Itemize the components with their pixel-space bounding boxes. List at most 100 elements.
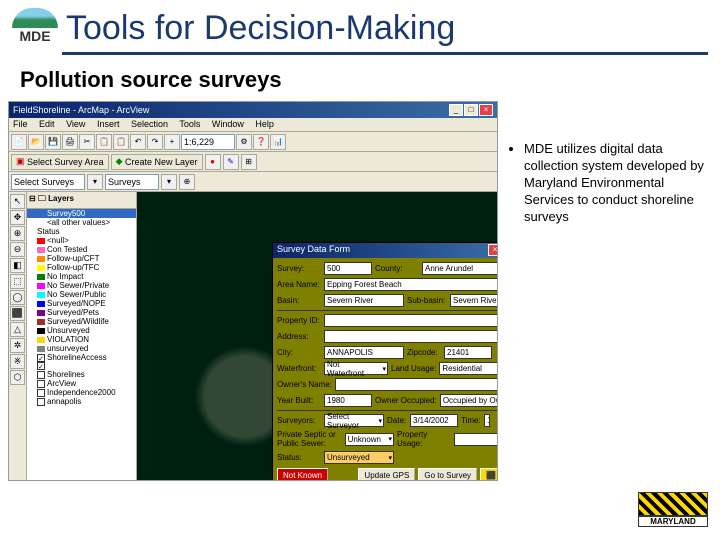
waterfront-select[interactable]: Not Waterfront: [324, 362, 388, 375]
tool-icon[interactable]: ⊕: [179, 174, 195, 190]
menu-tools[interactable]: Tools: [179, 119, 200, 129]
save-icon[interactable]: 💾: [45, 134, 61, 150]
tool-button[interactable]: ✲: [10, 338, 25, 353]
tool-icon[interactable]: ▾: [161, 174, 177, 190]
cut-icon[interactable]: ✂: [79, 134, 95, 150]
menu-insert[interactable]: Insert: [97, 119, 120, 129]
menu-edit[interactable]: Edit: [39, 119, 55, 129]
toc-item[interactable]: ArcView: [27, 379, 136, 388]
toc-item[interactable]: ✓ShorelineAccess: [27, 353, 136, 362]
sewer-select[interactable]: Unknown: [345, 433, 394, 446]
select-survey-button[interactable]: ▣ Select Survey Area: [11, 154, 109, 170]
toc-item[interactable]: Status: [27, 227, 136, 236]
owner-input[interactable]: [335, 378, 498, 391]
tool-button[interactable]: ◯: [10, 290, 25, 305]
toc-item[interactable]: Follow-up/CFT: [27, 254, 136, 263]
toc-item[interactable]: No Sewer/Private: [27, 281, 136, 290]
subbasin-input[interactable]: Severn River: [450, 294, 498, 307]
tool-button[interactable]: ⬚: [10, 274, 25, 289]
toc-item[interactable]: Shorelines: [27, 370, 136, 379]
toc-item[interactable]: Surveyed/Wildlife: [27, 317, 136, 326]
menu-selection[interactable]: Selection: [131, 119, 168, 129]
tool-button[interactable]: △: [10, 322, 25, 337]
maximize-button[interactable]: □: [464, 104, 478, 116]
open-icon[interactable]: 📂: [28, 134, 44, 150]
not-known-button[interactable]: Not Known: [277, 468, 328, 481]
toc-item[interactable]: unsurveyed: [27, 344, 136, 353]
tool-icon[interactable]: ▾: [87, 174, 103, 190]
areaname-input[interactable]: Epping Forest Beach: [324, 278, 498, 291]
tool-button[interactable]: ◧: [10, 258, 25, 273]
toc-item[interactable]: Surveyed/NOPE: [27, 299, 136, 308]
tool-icon[interactable]: ❓: [253, 134, 269, 150]
undo-icon[interactable]: ↶: [130, 134, 146, 150]
toc-item[interactable]: Con Tested: [27, 245, 136, 254]
zip-input[interactable]: 21401: [444, 346, 492, 359]
propuse-input[interactable]: [454, 433, 498, 446]
goto-survey-button[interactable]: Go to Survey: [418, 468, 477, 481]
minimize-button[interactable]: _: [449, 104, 463, 116]
toc-item[interactable]: Follow-up/TFC: [27, 263, 136, 272]
scale-input[interactable]: 1:6,229: [181, 134, 235, 150]
close-button[interactable]: ×: [479, 104, 493, 116]
toc-item[interactable]: Surveyed/Pets: [27, 308, 136, 317]
action-button[interactable]: ⬛: [480, 468, 498, 481]
toc-item[interactable]: No Impact: [27, 272, 136, 281]
county-input[interactable]: Anne Arundel: [422, 262, 498, 275]
address-input[interactable]: [324, 330, 498, 343]
tool-icon[interactable]: ✎: [223, 154, 239, 170]
tool-button[interactable]: ⬛: [10, 306, 25, 321]
basin-input[interactable]: Severn River: [324, 294, 404, 307]
toc-item[interactable]: VIOLATION: [27, 335, 136, 344]
propuse-label: Property Usage:: [397, 430, 451, 448]
surveys-dropdown[interactable]: Surveys: [105, 174, 159, 190]
tool-button[interactable]: ⬡: [10, 370, 25, 385]
toc-item[interactable]: annapolis: [27, 397, 136, 406]
tool-icon[interactable]: 📊: [270, 134, 286, 150]
update-gps-button[interactable]: Update GPS: [358, 468, 415, 481]
landuse-input[interactable]: Residential: [439, 362, 498, 375]
survey-label: Survey:: [277, 264, 321, 273]
toc-item[interactable]: Unsurveyed: [27, 326, 136, 335]
time-input[interactable]: 1:36:02 PM: [484, 414, 490, 427]
copy-icon[interactable]: 📋: [96, 134, 112, 150]
menu-file[interactable]: File: [13, 119, 28, 129]
form-close-button[interactable]: ×: [488, 244, 498, 256]
toc-item[interactable]: <null>: [27, 236, 136, 245]
city-input[interactable]: ANNAPOLIS: [324, 346, 404, 359]
propid-input[interactable]: [324, 314, 498, 327]
surveys-label: Select Surveys: [11, 174, 85, 190]
bullet-list: MDE utilizes digital data collection sys…: [498, 101, 712, 481]
menu-help[interactable]: Help: [255, 119, 274, 129]
survey-input[interactable]: 500: [324, 262, 372, 275]
tool-icon[interactable]: ●: [205, 154, 221, 170]
occ-input[interactable]: Occupied by Owner: [440, 394, 498, 407]
create-layer-button[interactable]: ◆ Create New Layer: [111, 154, 203, 170]
toc-item[interactable]: Independence2000: [27, 388, 136, 397]
surveyors-select[interactable]: Select Surveyor: [324, 414, 384, 427]
menu-window[interactable]: Window: [212, 119, 244, 129]
toc-item[interactable]: ✓: [27, 362, 136, 370]
status-select[interactable]: Unsurveyed: [324, 451, 394, 464]
tool-button[interactable]: ⊖: [10, 242, 25, 257]
tool-button[interactable]: ↖: [10, 194, 25, 209]
toc-item[interactable]: Survey500: [27, 209, 136, 218]
toc-item[interactable]: <all other values>: [27, 218, 136, 227]
print-icon[interactable]: 🖨: [62, 134, 78, 150]
tool-icon[interactable]: ⊞: [241, 154, 257, 170]
paste-icon[interactable]: 📋: [113, 134, 129, 150]
yearbuilt-input[interactable]: 1980: [324, 394, 372, 407]
sewer-label: Private Septic or Public Sewer:: [277, 430, 342, 448]
map-view[interactable]: Survey Data Form × Survey: 500 County: A…: [137, 192, 497, 481]
tool-icon[interactable]: ⚙: [236, 134, 252, 150]
waterfront-label: Waterfront:: [277, 364, 321, 373]
redo-icon[interactable]: ↷: [147, 134, 163, 150]
menu-view[interactable]: View: [66, 119, 85, 129]
new-icon[interactable]: 📄: [11, 134, 27, 150]
date-input[interactable]: 3/14/2002: [410, 414, 458, 427]
tool-button[interactable]: ※: [10, 354, 25, 369]
add-data-icon[interactable]: +: [164, 134, 180, 150]
tool-button[interactable]: ⊕: [10, 226, 25, 241]
toc-item[interactable]: No Sewer/Public: [27, 290, 136, 299]
tool-button[interactable]: ✥: [10, 210, 25, 225]
